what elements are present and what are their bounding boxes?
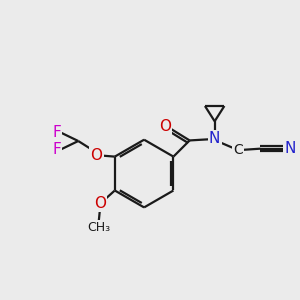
Text: N: N [209,131,220,146]
Text: O: O [91,148,103,163]
Text: C: C [233,143,243,157]
Text: O: O [159,119,171,134]
Text: CH₃: CH₃ [87,221,110,234]
Text: F: F [52,125,61,140]
Text: O: O [94,196,106,211]
Text: F: F [52,142,61,158]
Text: N: N [284,141,296,156]
